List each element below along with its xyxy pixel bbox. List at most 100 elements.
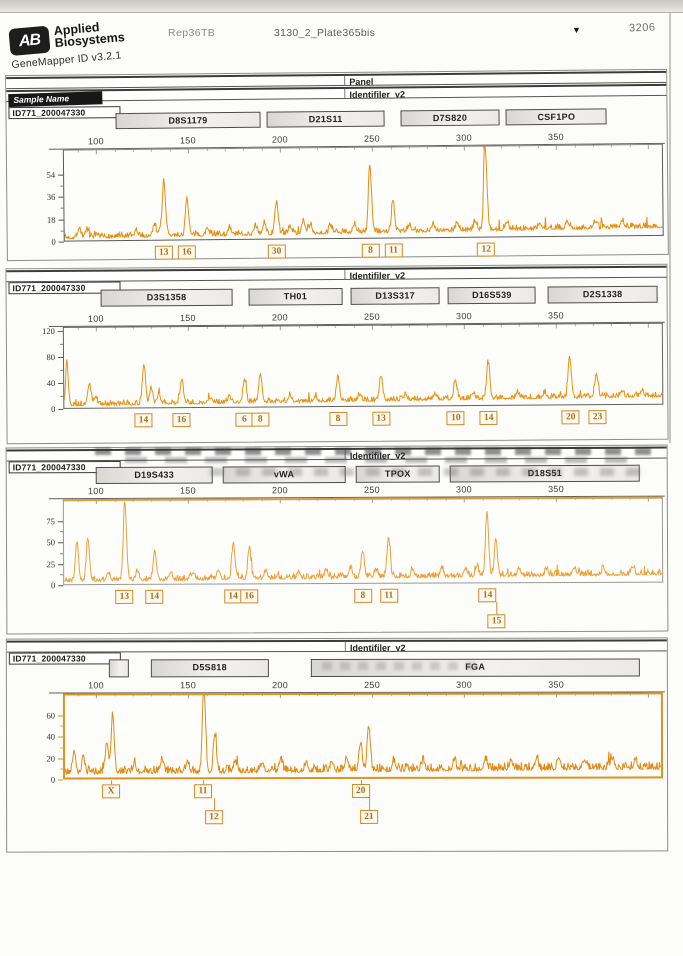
panel-value-bar: Identifiler_v2 [6,446,667,462]
x-tick-label: 250 [363,133,380,144]
triangle-marker-icon: ▼ [572,25,581,35]
x-tick-label: 350 [547,131,564,142]
sample-name-header: Sample Name [8,91,103,108]
allele-label-10: 10 [446,411,465,426]
electropherogram-panel-4: Identifiler_v2 ID771_200047330 D5S818 FGA… [5,637,669,853]
allele-label-23: 23 [588,410,607,425]
rfu-axis: 0 18 36 54 [21,150,64,247]
allele-label-16: 16 [240,589,259,604]
x-tick-label: 350 [548,679,565,690]
locus-marker-row: D3S1358 TH01 D13S317 D16S539 D2S1338 [63,285,663,307]
locus-label: D2S1338 [582,289,623,300]
locus-label: D19S433 [134,469,175,480]
x-tick-label: 150 [179,485,196,496]
locus-box-th01: TH01 [248,287,343,306]
x-tick-label: 300 [455,311,472,322]
x-tick-label: 350 [547,310,564,321]
panel-name: Identifiler_v2 [349,270,406,281]
y-tick-label: 36 [46,191,56,203]
electropherogram-trace [64,694,662,776]
locus-label: D3S1358 [146,292,187,303]
allele-label-16: 16 [172,413,191,428]
allele-label-14: 14 [478,588,497,603]
applied-biosystems-logo: ABApplied Biosystems GeneMapper ID v3.2.1 [8,19,126,71]
x-tick-label: 100 [88,680,104,691]
panel-name: Identifiler_v2 [350,642,406,653]
allele-connector-line [496,602,498,615]
y-tick-label: 40 [46,377,56,388]
x-tick-label: 200 [271,312,288,323]
locus-box-d3s1358: D3S1358 [100,288,233,307]
locus-label: D18S51 [527,468,563,479]
trace-plot [62,322,664,409]
allele-label-11: 11 [384,243,403,258]
allele-label-8: 8 [353,588,372,603]
x-tick-label: 150 [180,680,197,691]
panel-header-label: Panel [349,76,374,87]
page-number: 3206 [628,21,656,35]
locus-label: D21S11 [308,113,343,125]
x-tick-label: 100 [87,313,104,324]
allele-label-11: 11 [193,784,212,799]
x-tick-label: 300 [456,484,472,495]
y-tick-label: 0 [50,774,56,785]
rfu-axis: 0 40 80 120 [21,325,64,414]
y-tick-label: 60 [46,709,55,721]
rfu-axis: 0 25 50 75 [21,499,64,590]
y-tick-label: 120 [42,325,55,336]
electropherogram-panel-1: Panel Identifiler_v2 Sample Name ID771_2… [5,68,669,262]
locus-label: CSF1PO [537,111,576,123]
allele-label-20: 20 [351,783,370,798]
allele-label-15: 15 [487,614,506,629]
locus-label: TH01 [283,291,308,302]
y-tick-label: 20 [46,752,56,764]
allele-label-13: 13 [372,411,391,426]
electropherogram-trace [64,146,663,240]
locus-label: D8S1179 [168,115,208,126]
locus-label: FGA [465,661,486,672]
x-tick-label: 300 [456,679,473,690]
allele-label-12: 12 [477,242,496,257]
allele-label-14: 14 [479,410,498,426]
scan-right-edge [669,13,671,443]
locus-box-d2s1338: D2S1338 [547,285,658,304]
locus-box-d7s820: D7S820 [400,109,500,127]
locus-label: D16S539 [472,289,512,301]
x-tick-label: 200 [271,485,288,496]
allele-connector-line [213,798,216,811]
rfu-axis: 0 20 40 60 [21,693,64,784]
x-tick-label: 200 [271,134,288,145]
allele-label-8: 8 [328,411,348,427]
locus-box-d21s11: D21S11 [266,110,386,128]
size-ruler: 100 150 200 250 300 350 [63,674,663,699]
allele-label-14: 14 [134,413,153,428]
trace-plot [62,692,664,780]
scan-top-edge [0,0,683,13]
trace-plot [62,496,664,586]
electropherogram-panel-3: Identifiler_v2 ID771_200047330 D19S433 vW… [5,444,669,635]
electropherogram-panel-2: Identifiler_v2 ID771_200047330 D3S1358 TH… [5,263,669,445]
y-tick-label: 80 [46,351,56,362]
locus-box-d16s539: D16S539 [447,286,536,305]
x-tick-label: 100 [87,136,104,147]
electropherogram-trace [63,355,663,408]
panel-name: Identifiler_v2 [349,450,406,461]
locus-box-d8s1179: D8S1179 [115,111,261,130]
locus-label: D5S818 [192,662,227,673]
trace-plot [62,143,664,242]
allele-label-20: 20 [561,410,580,425]
allele-label-12: 12 [205,810,224,825]
y-tick-label: 0 [51,403,56,414]
locus-box-d13s317: D13S317 [350,287,441,305]
locus-label: D13S317 [375,290,416,301]
x-tick-label: 150 [179,312,196,324]
x-tick-label: 250 [364,679,381,690]
allele-label-X: X [102,784,121,799]
y-tick-label: 50 [46,537,56,548]
y-tick-label: 0 [50,580,56,591]
panel-value-bar: Identifiler_v2 [6,639,667,653]
allele-label-8: 8 [251,412,270,427]
x-tick-label: 100 [87,486,104,497]
allele-label-21: 21 [359,809,378,824]
electropherogram-trace [63,501,662,584]
